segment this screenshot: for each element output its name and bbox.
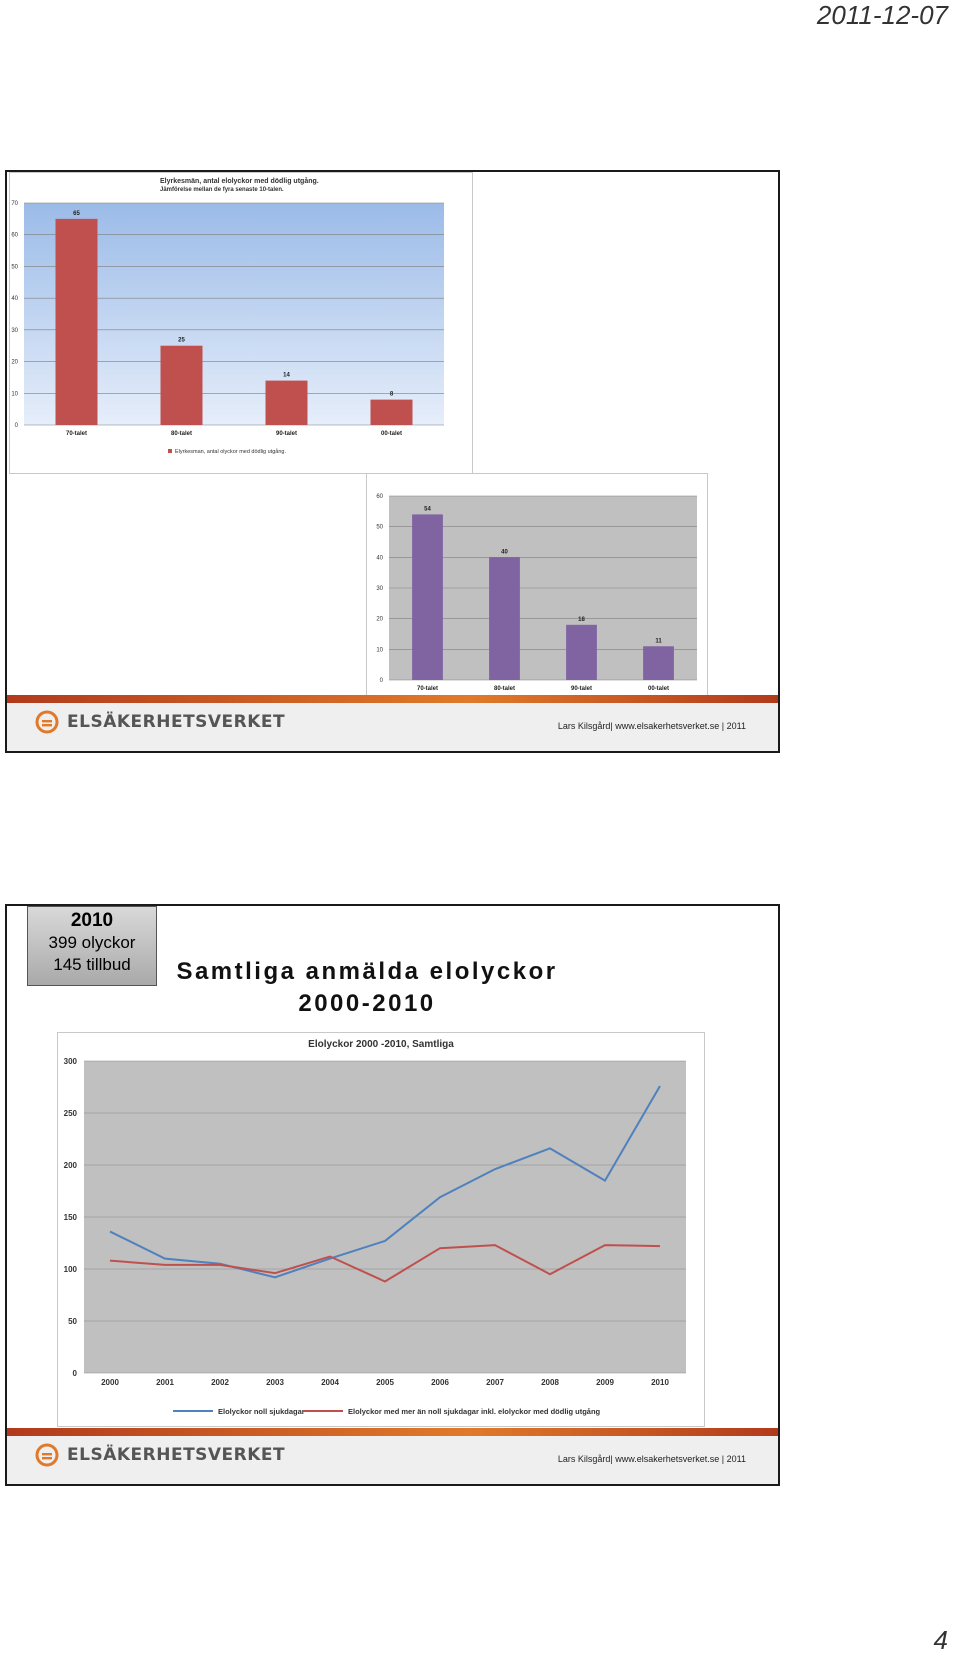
chart1-xtick-label: 70-talet [66, 431, 87, 437]
logo-icon [35, 710, 59, 734]
chart3-svg: 0 50 100 150 200 250 300 2000 2001 2002 2003 2004 20… [64, 1057, 686, 1416]
chart2-bar [412, 514, 443, 680]
slide-all-accidents: 2010 399 olyckor 145 tillbud Samtliga an… [5, 904, 780, 1486]
chart2-data-label: 11 [655, 638, 662, 644]
chart3-xtick-label: 2005 [376, 1378, 394, 1387]
chart1-ytick-label: 50 [11, 264, 18, 270]
chart1-subtitle: Jämförelse mellan de fyra senaste 10-tal… [160, 187, 284, 193]
chart2-xtick-label: 00-talet [648, 686, 669, 692]
page-number: 4 [933, 1625, 948, 1655]
chart3-ytick-label: 250 [64, 1109, 78, 1118]
stat-incidents: 145 tillbud [53, 955, 131, 974]
chart1-ytick-label: 40 [11, 296, 18, 302]
chart2-ytick-label: 40 [376, 555, 383, 561]
slide-title-line2: 2000-2010 [298, 990, 436, 1017]
footer-accent-bar [7, 695, 778, 703]
chart3-legend-label: Elolyckor med mer än noll sjukdagar inkl… [348, 1407, 601, 1416]
chart3-title: Elolyckor 2000 -2010, Samtliga [308, 1039, 454, 1050]
chart3-legend-label: Elolyckor noll sjukdagar [218, 1407, 305, 1416]
chart2-data-label: 54 [424, 506, 431, 512]
chart3-xtick-label: 2010 [651, 1378, 669, 1387]
chart1-ytick-label: 0 [15, 423, 19, 429]
chart2-ytick-label: 30 [376, 586, 383, 592]
chart3-ytick-label: 50 [68, 1317, 77, 1326]
chart3-ytick-label: 0 [73, 1369, 78, 1378]
chart1-data-label: 65 [73, 211, 80, 217]
chart1-legend-label: Elyrkesman, antal olyckor med dödlig utg… [175, 448, 286, 455]
chart1-legend-swatch [168, 449, 172, 453]
chart3-series-line-1 [109, 1085, 661, 1279]
chart3-xtick-label: 2001 [156, 1378, 174, 1387]
chart2-data-label: 18 [578, 617, 585, 623]
logo-text: ELSÄKERHETSVERKET [67, 1445, 286, 1465]
logo-text: ELSÄKERHETSVERKET [67, 712, 286, 732]
chart-line-box: Elolyckor 2000 -2010, Samtliga 0 50 100 150… [57, 1032, 705, 1427]
document-date: 2011-12-07 [816, 0, 948, 30]
logo: ELSÄKERHETSVERKET [35, 1443, 285, 1467]
chart3-xtick-label: 2008 [541, 1378, 559, 1387]
chart1-bar [265, 380, 308, 425]
chart3-xtick-label: 2007 [486, 1378, 504, 1387]
footer-credit: Lars Kilsgård| www.elsakerhetsverket.se … [557, 1454, 746, 1464]
stat-box: 2010 399 olyckor 145 tillbud [27, 906, 157, 986]
chart3-ytick-label: 150 [64, 1213, 78, 1222]
slide-fatal-accidents: Elyrkesmän, antal elolyckor med dödlig u… [5, 170, 780, 753]
slide1-footer: ELSÄKERHETSVERKET Lars Kilsgård| www.els… [7, 695, 778, 751]
chart3-xtick-label: 2000 [101, 1378, 119, 1387]
chart3-ytick-label: 300 [64, 1057, 78, 1066]
chart3-xtick-label: 2003 [266, 1378, 284, 1387]
chart3-xtick-label: 2009 [596, 1378, 614, 1387]
chart1-data-label: 25 [178, 338, 185, 344]
chart-second-box: 0 10 20 30 40 50 60 54 70-talet 40 80-talet 18 90-ta… [366, 473, 708, 698]
slide-title: Samtliga anmälda elolyckor 2000-2010 [167, 956, 567, 1020]
chart1-ytick-label: 20 [11, 360, 18, 366]
chart3-xtick-label: 2006 [431, 1378, 449, 1387]
chart2-ytick-label: 20 [376, 617, 383, 623]
chart2-bar [643, 646, 674, 680]
chart2-xtick-label: 90-talet [571, 686, 592, 692]
chart2-bar [489, 557, 520, 680]
chart2-bar [566, 624, 597, 680]
chart2-ytick-label: 60 [376, 494, 383, 500]
chart2-data-label: 40 [501, 549, 508, 555]
slide2-footer: ELSÄKERHETSVERKET Lars Kilsgård| www.els… [7, 1428, 778, 1484]
chart1-title: Elyrkesmän, antal elolyckor med dödlig u… [160, 178, 319, 185]
chart3-xtick-label: 2004 [321, 1378, 339, 1387]
chart1-ytick-label: 60 [11, 233, 18, 239]
chart2-ytick-label: 50 [376, 525, 383, 531]
slide-title-line1: Samtliga anmälda elolyckor [176, 958, 558, 985]
stat-year: 2010 [70, 910, 114, 931]
chart2-svg: 0 10 20 30 40 50 60 54 70-talet 40 80-talet 18 90-ta… [376, 494, 697, 692]
chart3-series-line-2 [109, 1244, 661, 1283]
logo-icon [35, 1443, 59, 1467]
chart1-data-label: 8 [390, 392, 394, 398]
footer-accent-bar [7, 1428, 778, 1436]
chart1-xtick-label: 00-talet [381, 431, 402, 437]
chart1-ytick-label: 30 [11, 328, 18, 334]
footer-credit: Lars Kilsgård| www.elsakerhetsverket.se … [557, 721, 746, 731]
chart3-ytick-label: 200 [64, 1161, 78, 1170]
chart1-xtick-label: 90-talet [276, 431, 297, 437]
chart1-bar [55, 218, 98, 425]
chart2-xtick-label: 80-talet [494, 686, 515, 692]
chart1-svg: 0 10 20 30 40 50 60 70 65 70-talet 25 80-talet 14 90-… [11, 201, 444, 455]
chart1-bar [370, 399, 413, 425]
chart1-xtick-label: 80-talet [171, 431, 192, 437]
chart1-bar [160, 345, 203, 425]
chart3-xtick-label: 2002 [211, 1378, 229, 1387]
chart1-data-label: 14 [283, 373, 290, 379]
chart1-ytick-label: 10 [11, 391, 18, 397]
chart2-ytick-label: 0 [380, 678, 384, 684]
chart3-ytick-label: 100 [64, 1265, 78, 1274]
logo: ELSÄKERHETSVERKET [35, 710, 285, 734]
chart1-ytick-label: 70 [11, 201, 18, 207]
chart-elyrkesman-box: Elyrkesmän, antal elolyckor med dödlig u… [9, 172, 473, 474]
stat-accidents: 399 olyckor [48, 933, 136, 952]
chart2-xtick-label: 70-talet [417, 686, 438, 692]
chart2-ytick-label: 10 [376, 647, 383, 653]
